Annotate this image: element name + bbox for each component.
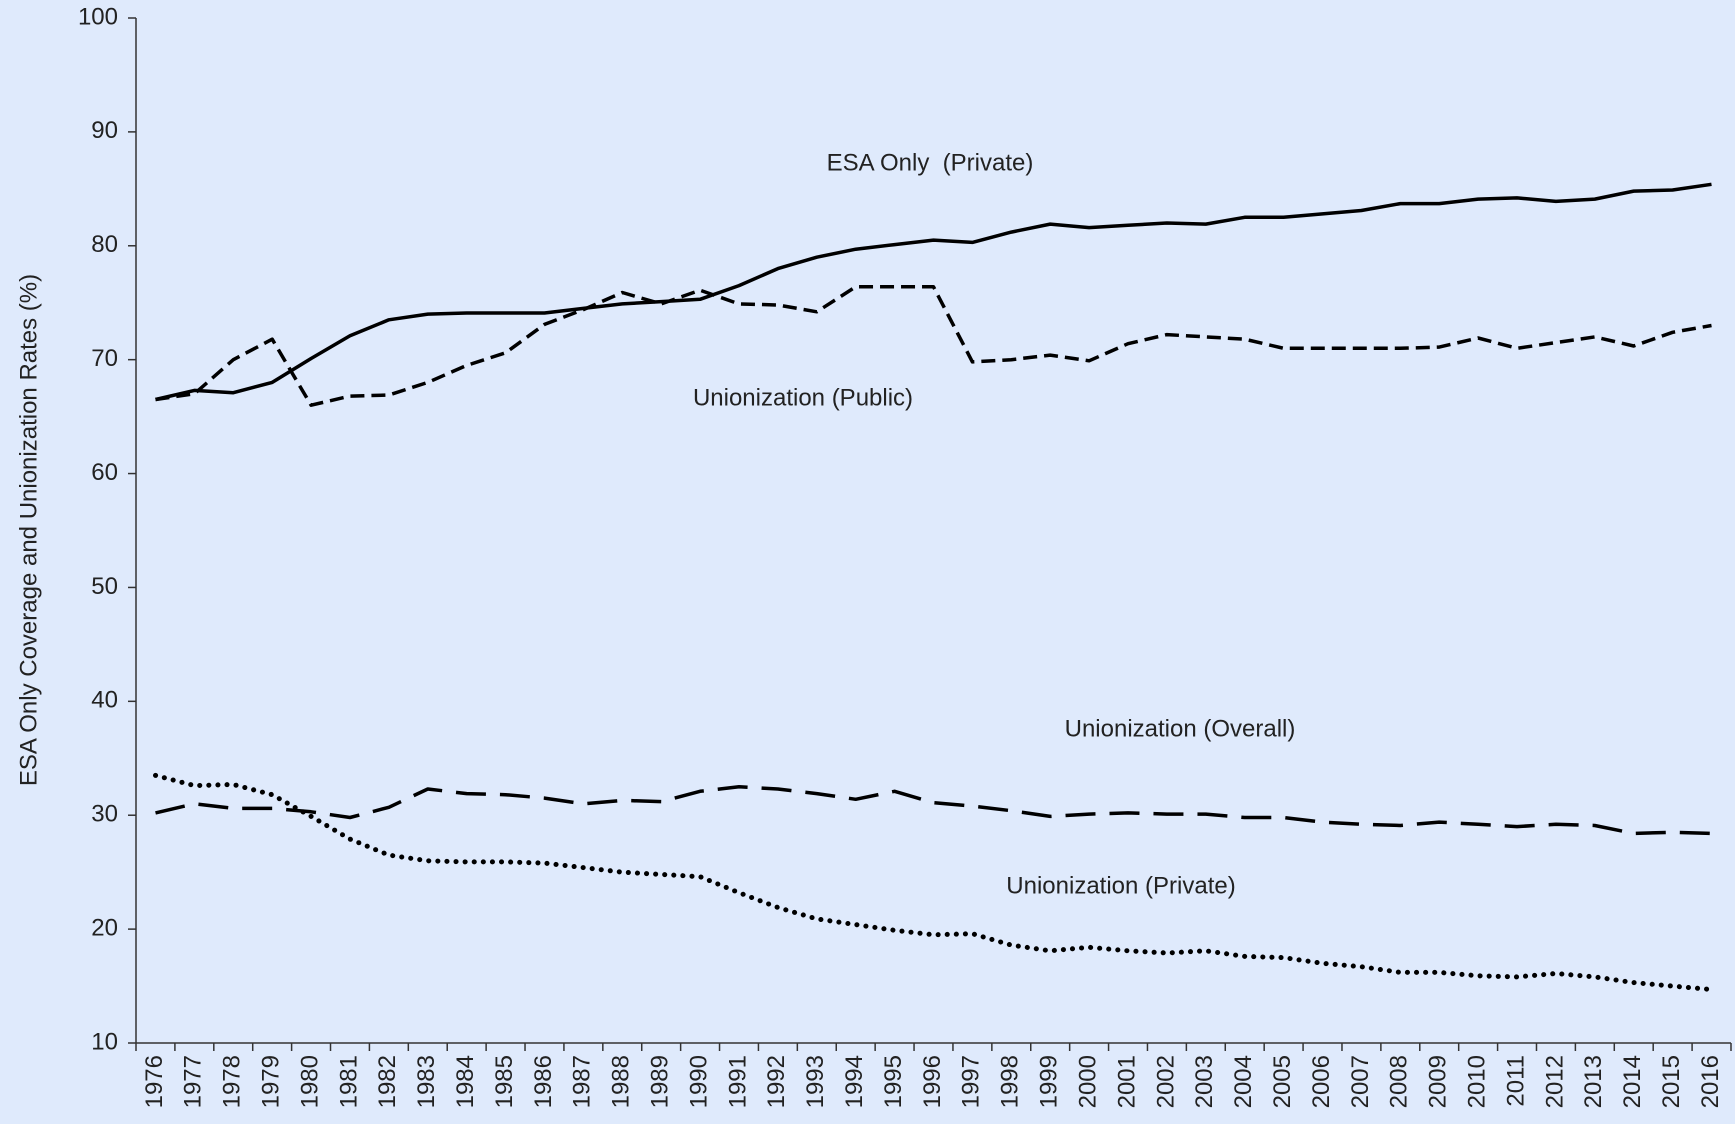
x-tick-label: 1987 — [569, 1055, 596, 1108]
x-tick-label: 1985 — [491, 1055, 518, 1108]
y-tick-label: 40 — [91, 687, 118, 714]
y-tick-label: 60 — [91, 459, 118, 486]
x-tick-label: 1986 — [530, 1055, 557, 1108]
y-tick-label: 30 — [91, 801, 118, 828]
x-tick-label: 2016 — [1697, 1055, 1724, 1108]
y-axis-label: ESA Only Coverage and Unionization Rates… — [15, 274, 42, 786]
y-tick-label: 20 — [91, 914, 118, 941]
y-tick-label: 50 — [91, 573, 118, 600]
x-tick-label: 1997 — [958, 1055, 985, 1108]
y-tick-label: 80 — [91, 231, 118, 258]
y-tick-label: 100 — [78, 3, 118, 30]
x-tick-label: 2012 — [1541, 1055, 1568, 1108]
x-tick-label: 1983 — [413, 1055, 440, 1108]
x-tick-label: 2014 — [1619, 1055, 1646, 1108]
x-tick-label: 1998 — [997, 1055, 1024, 1108]
x-tick-label: 2003 — [1191, 1055, 1218, 1108]
x-tick-label: 1980 — [296, 1055, 323, 1108]
x-tick-label: 1994 — [841, 1055, 868, 1108]
x-tick-label: 1984 — [452, 1055, 479, 1108]
x-tick-label: 1977 — [180, 1055, 207, 1108]
x-tick-label: 2015 — [1658, 1055, 1685, 1108]
x-tick-label: 2009 — [1425, 1055, 1452, 1108]
x-tick-label: 2004 — [1230, 1055, 1257, 1108]
x-tick-label: 2013 — [1580, 1055, 1607, 1108]
x-tick-label: 2001 — [1113, 1055, 1140, 1108]
x-tick-label: 2007 — [1347, 1055, 1374, 1108]
x-tick-label: 1996 — [919, 1055, 946, 1108]
series-line — [155, 785, 1712, 836]
series-line — [155, 182, 1712, 402]
x-tick-label: 1978 — [219, 1055, 246, 1108]
series-label: ESA Only (Private) — [827, 149, 1034, 176]
x-tick-label: 2005 — [1269, 1055, 1296, 1108]
y-tick-label: 90 — [91, 117, 118, 144]
y-tick-label: 10 — [91, 1028, 118, 1055]
x-tick-label: 1993 — [802, 1055, 829, 1108]
y-tick-label: 70 — [91, 345, 118, 372]
x-tick-label: 2002 — [1152, 1055, 1179, 1108]
x-tick-label: 1989 — [647, 1055, 674, 1108]
x-tick-label: 1988 — [608, 1055, 635, 1108]
x-tick-label: 1979 — [258, 1055, 285, 1108]
x-tick-label: 2010 — [1463, 1055, 1490, 1108]
series-label: Unionization (Private) — [1006, 872, 1235, 899]
x-tick-label: 1976 — [141, 1055, 168, 1108]
x-tick-label: 1990 — [685, 1055, 712, 1108]
series-label: Unionization (Public) — [693, 384, 913, 411]
x-tick-label: 1999 — [1036, 1055, 1063, 1108]
x-tick-label: 2011 — [1502, 1055, 1529, 1107]
x-tick-label: 1995 — [880, 1055, 907, 1108]
x-tick-label: 2006 — [1308, 1055, 1335, 1108]
x-tick-label: 1982 — [374, 1055, 401, 1108]
series-label: Unionization (Overall) — [1065, 715, 1296, 742]
series-line — [155, 285, 1712, 407]
series-line — [153, 772, 1714, 992]
x-tick-label: 2000 — [1074, 1055, 1101, 1108]
x-tick-label: 2008 — [1386, 1055, 1413, 1108]
x-tick-label: 1992 — [763, 1055, 790, 1108]
x-tick-label: 1981 — [335, 1055, 362, 1108]
x-tick-label: 1991 — [724, 1055, 751, 1108]
